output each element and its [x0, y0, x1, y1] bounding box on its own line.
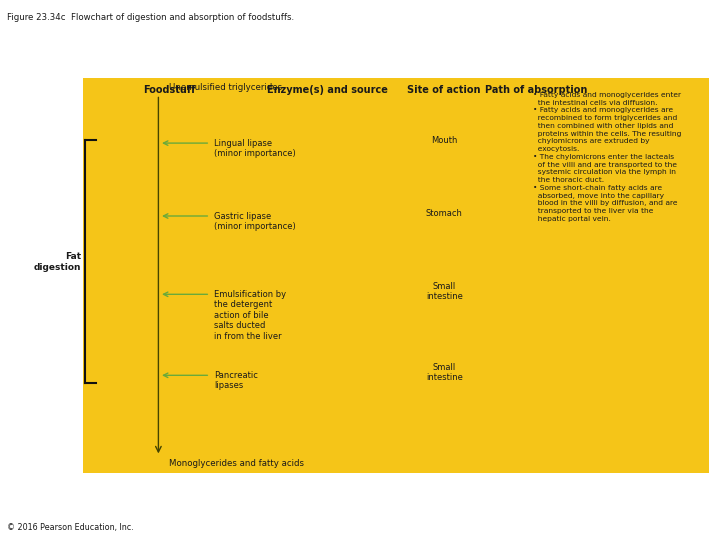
Text: Fat
digestion: Fat digestion: [34, 252, 81, 272]
Text: Lingual lipase
(minor importance): Lingual lipase (minor importance): [214, 139, 296, 158]
Text: © 2016 Pearson Education, Inc.: © 2016 Pearson Education, Inc.: [7, 523, 134, 532]
Text: Small
intestine: Small intestine: [426, 282, 463, 301]
Text: Monoglycerides and fatty acids: Monoglycerides and fatty acids: [169, 459, 304, 468]
Text: Pancreatic
lipases: Pancreatic lipases: [214, 371, 258, 390]
FancyBboxPatch shape: [83, 78, 709, 472]
Text: Figure 23.34c  Flowchart of digestion and absorption of foodstuffs.: Figure 23.34c Flowchart of digestion and…: [7, 14, 294, 23]
Text: Enzyme(s) and source: Enzyme(s) and source: [267, 85, 388, 95]
Text: Foodstuff: Foodstuff: [143, 85, 195, 95]
Text: Gastric lipase
(minor importance): Gastric lipase (minor importance): [214, 212, 296, 231]
Text: Small
intestine: Small intestine: [426, 363, 463, 382]
Text: Unemulsified triglycerides: Unemulsified triglycerides: [169, 83, 282, 92]
Text: Site of action: Site of action: [408, 85, 481, 95]
Text: Emulsification by
the detergent
action of bile
salts ducted
in from the liver: Emulsification by the detergent action o…: [214, 290, 286, 341]
Text: • Fatty acids and monoglycerides enter
  the intestinal cells via diffusion.
• F: • Fatty acids and monoglycerides enter t…: [533, 92, 681, 222]
Text: Path of absorption: Path of absorption: [485, 85, 588, 95]
Text: Mouth: Mouth: [431, 136, 457, 145]
Text: Stomach: Stomach: [426, 209, 463, 218]
